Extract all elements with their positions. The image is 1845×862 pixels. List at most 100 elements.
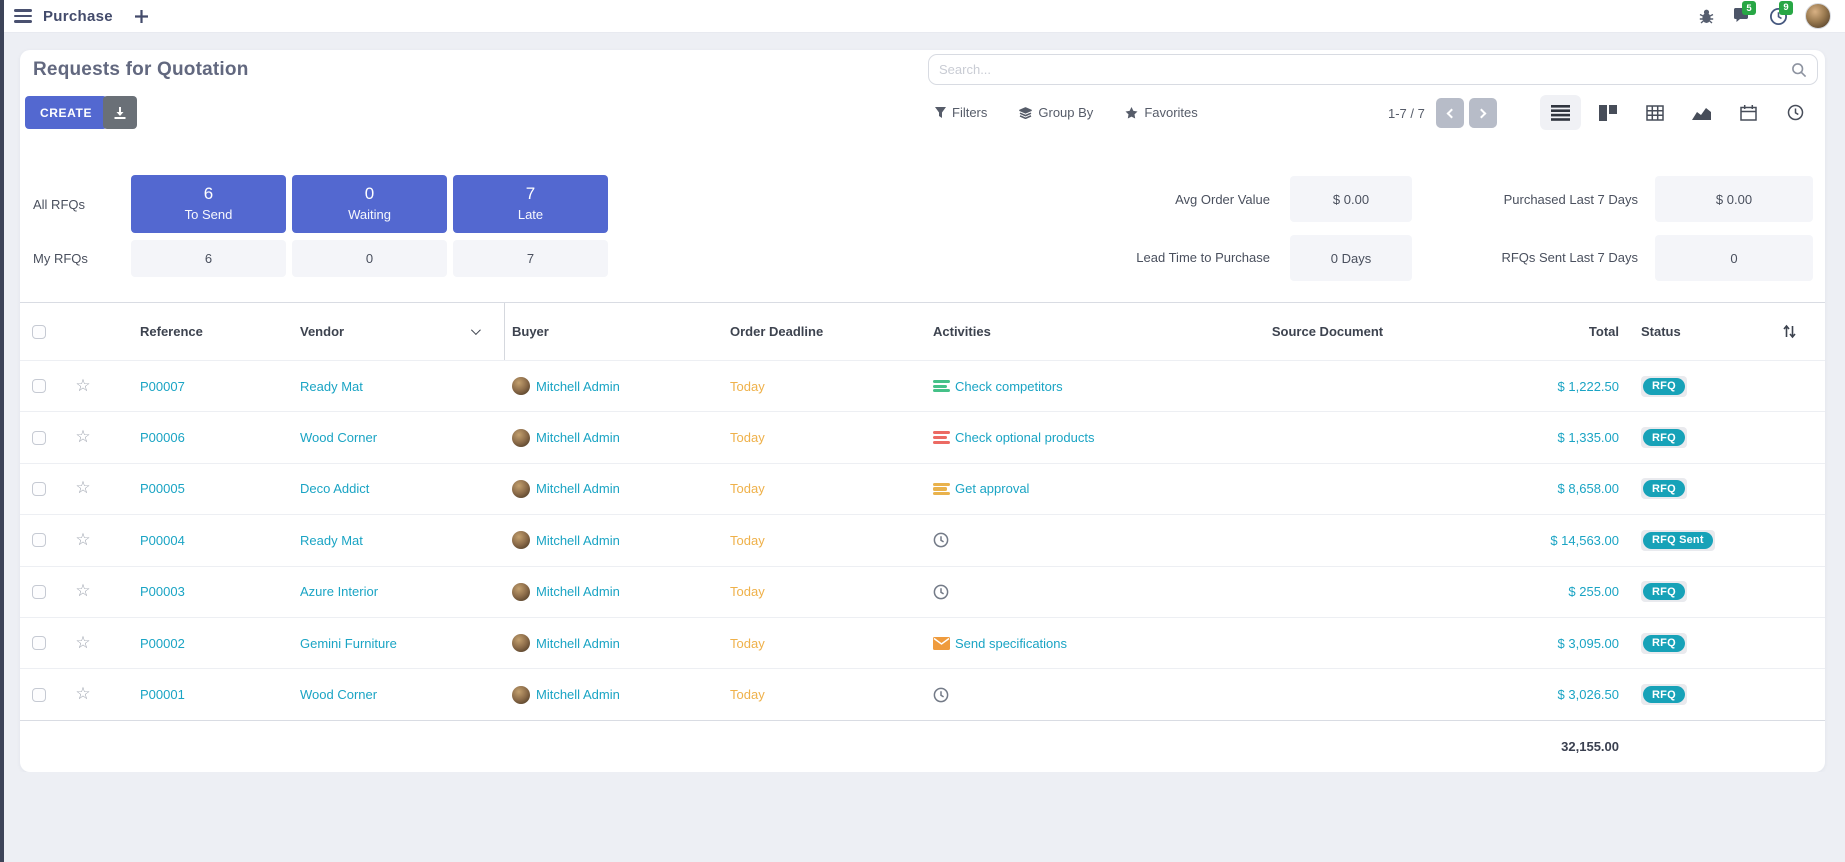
favorite-star-icon[interactable]: ☆ bbox=[75, 375, 91, 396]
buyer-link[interactable]: Mitchell Admin bbox=[536, 532, 620, 548]
my-to-send-button[interactable]: 6 bbox=[131, 240, 286, 277]
status-badge: RFQ bbox=[1643, 583, 1685, 601]
table-row[interactable]: ☆ P00003 Azure Interior Mitchell Admin T… bbox=[20, 565, 1825, 617]
group-by-button[interactable]: Group By bbox=[1019, 105, 1093, 120]
pager-next-button[interactable] bbox=[1468, 98, 1497, 128]
header-order-deadline[interactable]: Order Deadline bbox=[730, 324, 824, 339]
order-deadline-value: Today bbox=[730, 687, 765, 703]
calendar-view-button[interactable] bbox=[1728, 95, 1769, 130]
favorite-star-icon[interactable]: ☆ bbox=[75, 684, 91, 705]
activity-cell[interactable] bbox=[930, 584, 1190, 600]
vendor-link[interactable]: Gemini Furniture bbox=[300, 635, 397, 651]
activity-cell[interactable]: Check competitors bbox=[930, 379, 1190, 394]
graph-view-button[interactable] bbox=[1681, 95, 1722, 130]
vendor-link[interactable]: Ready Mat bbox=[300, 378, 363, 394]
table-row[interactable]: ☆ P00007 Ready Mat Mitchell Admin Today … bbox=[20, 360, 1825, 411]
activity-label[interactable]: Get approval bbox=[955, 481, 1030, 497]
activity-label[interactable]: Check optional products bbox=[955, 430, 1095, 446]
favorite-star-icon[interactable]: ☆ bbox=[75, 478, 91, 499]
buyer-link[interactable]: Mitchell Admin bbox=[536, 378, 620, 394]
total-sum: 32,155.00 bbox=[1561, 738, 1619, 754]
filters-button[interactable]: Filters bbox=[935, 105, 987, 120]
kanban-view-button[interactable] bbox=[1587, 95, 1628, 130]
row-checkbox[interactable] bbox=[32, 430, 46, 445]
my-waiting-button[interactable]: 0 bbox=[292, 240, 447, 277]
create-button[interactable]: CREATE bbox=[25, 96, 108, 129]
header-vendor[interactable]: Vendor bbox=[290, 303, 505, 360]
activity-view-button[interactable] bbox=[1775, 95, 1816, 130]
waiting-button[interactable]: 0 Waiting bbox=[292, 175, 447, 233]
buyer-link[interactable]: Mitchell Admin bbox=[536, 430, 620, 446]
row-checkbox[interactable] bbox=[32, 533, 46, 548]
header-source-document[interactable]: Source Document bbox=[1271, 324, 1384, 339]
bug-icon[interactable] bbox=[1698, 8, 1715, 25]
activity-cell[interactable]: Check optional products bbox=[930, 430, 1190, 445]
vendor-link[interactable]: Wood Corner bbox=[300, 430, 378, 446]
activity-cell[interactable]: Get approval bbox=[930, 481, 1190, 496]
late-button[interactable]: 7 Late bbox=[453, 175, 608, 233]
buyer-link[interactable]: Mitchell Admin bbox=[536, 687, 620, 703]
activity-cell[interactable] bbox=[930, 687, 1190, 703]
buyer-link[interactable]: Mitchell Admin bbox=[536, 584, 620, 600]
activity-cell[interactable]: Send specifications bbox=[930, 636, 1190, 651]
row-checkbox[interactable] bbox=[32, 687, 46, 702]
row-checkbox[interactable] bbox=[32, 379, 46, 394]
favorites-button[interactable]: Favorites bbox=[1125, 105, 1198, 120]
table-row[interactable]: ☆ P00001 Wood Corner Mitchell Admin Toda… bbox=[20, 668, 1825, 719]
buyer-link[interactable]: Mitchell Admin bbox=[536, 635, 620, 651]
header-total[interactable]: Total bbox=[1588, 324, 1619, 339]
hamburger-menu-icon[interactable] bbox=[14, 6, 32, 26]
search-bar[interactable] bbox=[928, 54, 1818, 85]
reference-link[interactable]: P00003 bbox=[140, 584, 185, 600]
plus-icon[interactable] bbox=[134, 9, 148, 23]
activity-label[interactable]: Send specifications bbox=[955, 635, 1068, 651]
lead-time-value: 0 Days bbox=[1290, 235, 1412, 281]
row-checkbox[interactable] bbox=[32, 584, 46, 599]
vendor-link[interactable]: Wood Corner bbox=[300, 687, 378, 703]
favorite-star-icon[interactable]: ☆ bbox=[75, 632, 91, 653]
select-all-checkbox[interactable] bbox=[32, 324, 46, 339]
optional-columns-icon[interactable] bbox=[1782, 324, 1797, 339]
my-late-button[interactable]: 7 bbox=[453, 240, 608, 277]
header-activities[interactable]: Activities bbox=[933, 324, 991, 339]
search-icon[interactable] bbox=[1791, 62, 1807, 78]
row-checkbox[interactable] bbox=[32, 481, 46, 496]
vendor-link[interactable]: Deco Addict bbox=[300, 481, 370, 497]
reference-link[interactable]: P00007 bbox=[140, 378, 185, 394]
user-avatar[interactable] bbox=[1805, 3, 1831, 29]
activity-clock-icon[interactable]: 9 bbox=[1769, 0, 1793, 26]
activity-cell[interactable] bbox=[930, 532, 1190, 548]
pivot-view-button[interactable] bbox=[1634, 95, 1675, 130]
buyer-link[interactable]: Mitchell Admin bbox=[536, 481, 620, 497]
activity-label[interactable]: Check competitors bbox=[955, 378, 1063, 394]
clock-icon bbox=[933, 532, 949, 548]
reference-link[interactable]: P00001 bbox=[140, 687, 185, 703]
header-buyer[interactable]: Buyer bbox=[512, 324, 549, 339]
table-row[interactable]: ☆ P00005 Deco Addict Mitchell Admin Toda… bbox=[20, 462, 1825, 514]
favorite-star-icon[interactable]: ☆ bbox=[75, 581, 91, 602]
table-row[interactable]: ☆ P00006 Wood Corner Mitchell Admin Toda… bbox=[20, 411, 1825, 462]
reference-link[interactable]: P00006 bbox=[140, 430, 185, 446]
table-row[interactable]: ☆ P00002 Gemini Furniture Mitchell Admin… bbox=[20, 616, 1825, 668]
list-view-button[interactable] bbox=[1540, 95, 1581, 130]
reference-link[interactable]: P00005 bbox=[140, 481, 185, 497]
download-button[interactable] bbox=[103, 96, 137, 129]
vendor-link[interactable]: Azure Interior bbox=[300, 584, 379, 600]
favorite-star-icon[interactable]: ☆ bbox=[75, 427, 91, 448]
reference-link[interactable]: P00002 bbox=[140, 635, 185, 651]
pager-previous-button[interactable] bbox=[1435, 98, 1464, 128]
search-input[interactable] bbox=[929, 62, 1791, 77]
vendor-link[interactable]: Ready Mat bbox=[300, 532, 363, 548]
favorite-star-icon[interactable]: ☆ bbox=[75, 529, 91, 550]
messages-icon[interactable]: 5 bbox=[1732, 1, 1756, 25]
to-send-button[interactable]: 6 To Send bbox=[131, 175, 286, 233]
row-checkbox[interactable] bbox=[32, 636, 46, 651]
table-row[interactable]: ☆ P00004 Ready Mat Mitchell Admin Today … bbox=[20, 514, 1825, 565]
header-status[interactable]: Status bbox=[1641, 324, 1681, 339]
page-footer-area bbox=[0, 772, 1845, 862]
order-deadline-value: Today bbox=[730, 378, 765, 394]
app-title[interactable]: Purchase bbox=[43, 7, 113, 25]
header-reference[interactable]: Reference bbox=[140, 324, 203, 339]
reference-link[interactable]: P00004 bbox=[140, 532, 185, 548]
buyer-avatar bbox=[512, 428, 530, 447]
